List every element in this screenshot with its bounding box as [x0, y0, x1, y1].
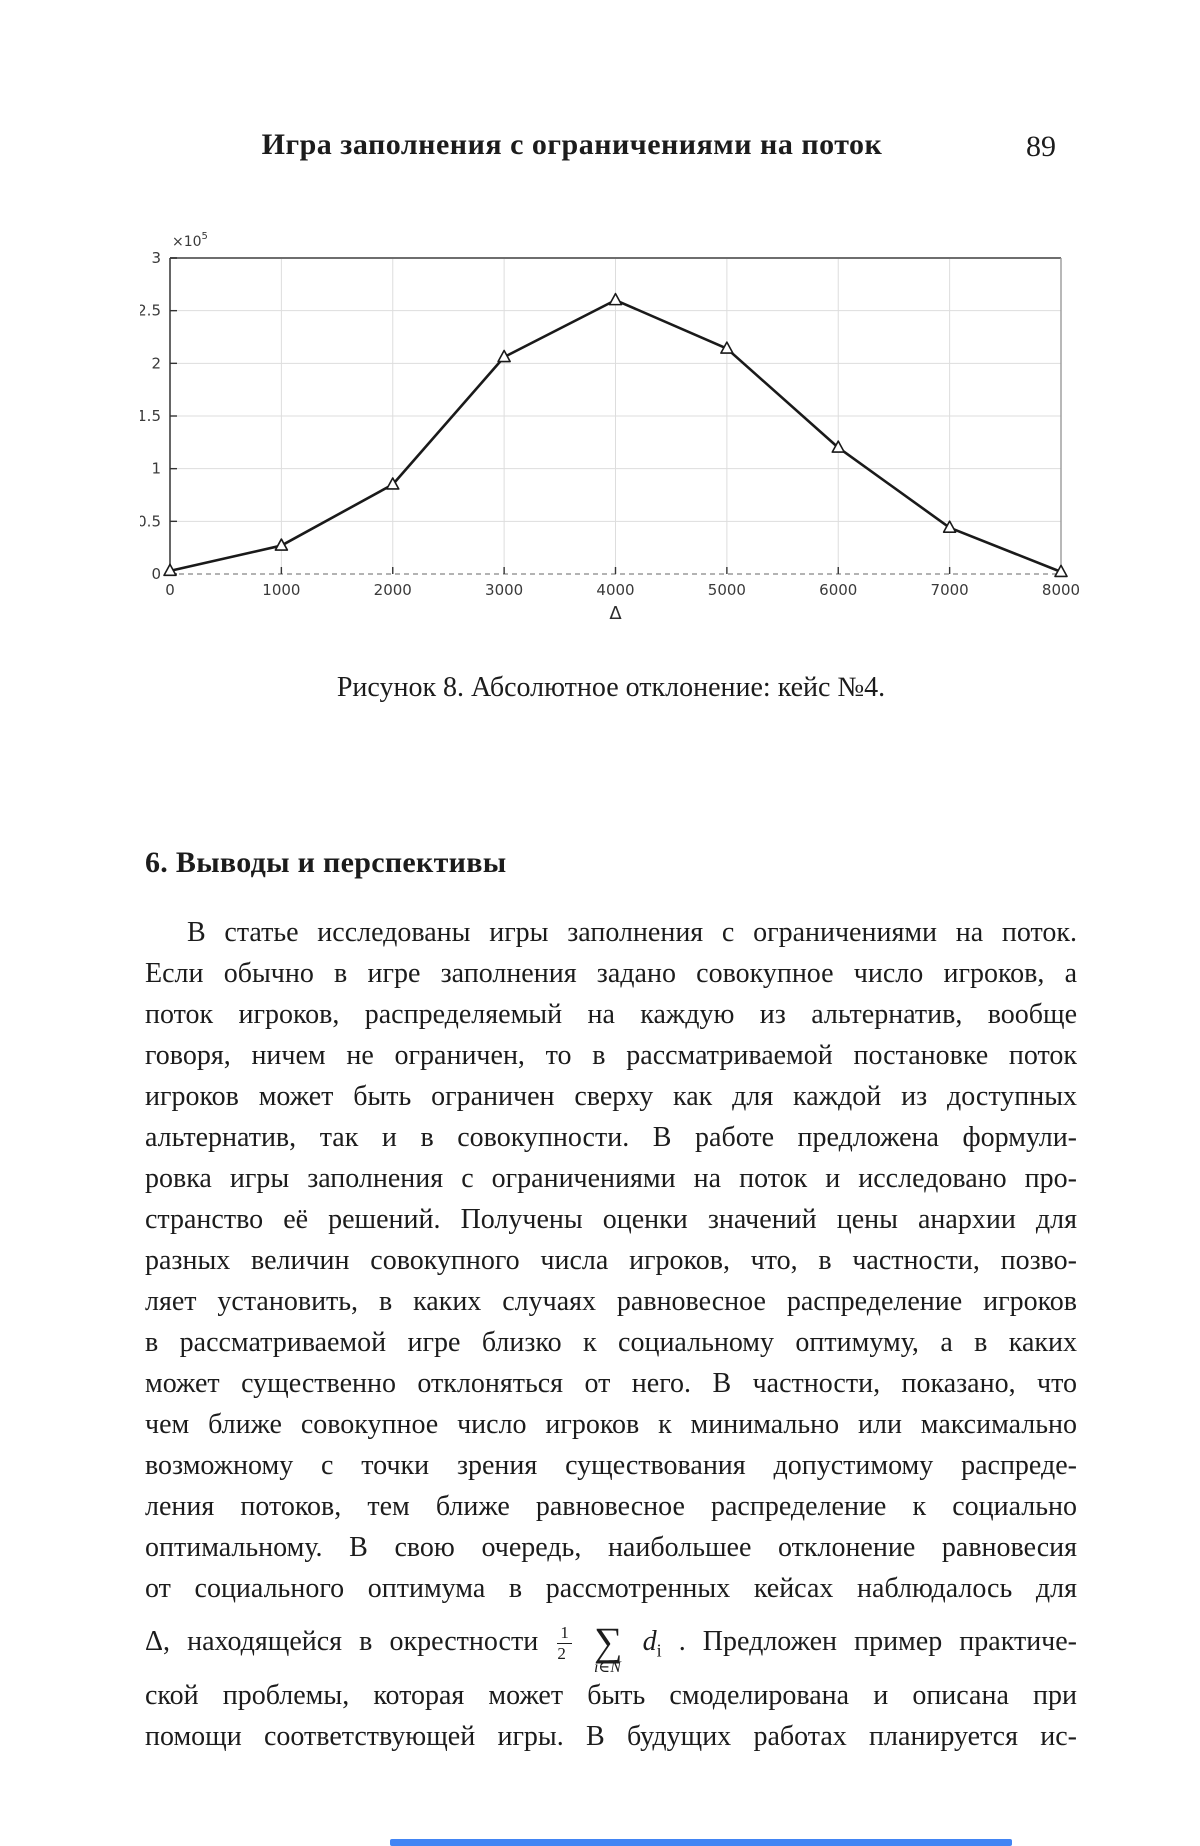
figure-caption: Рисунок 8. Абсолютное отклонение: кейс №…	[145, 672, 1077, 704]
term-base: d	[643, 1626, 657, 1657]
formula-term: di	[643, 1626, 662, 1657]
body-lines-before-formula: В статье исследованы игры заполнения с о…	[145, 912, 1077, 1609]
y-tick-label: 1	[151, 460, 161, 478]
x-tick-label: 6000	[819, 581, 857, 599]
x-tick-label: 8000	[1042, 581, 1080, 599]
body-text-line: говоря, ничем не ограничен, то в рассмат…	[145, 1035, 1077, 1076]
x-tick-label: 2000	[374, 581, 412, 599]
body-text-line: игроков может быть ограничен сверху как …	[145, 1076, 1077, 1117]
data-point-marker	[944, 521, 956, 532]
data-point-marker	[610, 294, 622, 305]
y-tick-label: 0	[151, 565, 161, 583]
document-page: Игра заполнения с ограничениями на поток…	[0, 0, 1200, 1846]
body-text-line: чем ближе совокупное число игроков к мин…	[145, 1404, 1077, 1445]
summation-symbol: ∑i∈N	[594, 1625, 623, 1675]
summation-subscript: i∈N	[594, 1659, 623, 1675]
body-text-line: ления потоков, тем ближе равновесное рас…	[145, 1486, 1077, 1527]
x-axis-label: Δ	[609, 603, 622, 624]
x-tick-label: 0	[165, 581, 175, 599]
body-text-line: альтернатив, так и в совокупности. В раб…	[145, 1117, 1077, 1158]
body-text-line: странство её решений. Получены оценки зн…	[145, 1199, 1077, 1240]
y-tick-label: 2	[151, 354, 161, 372]
x-tick-label: 7000	[931, 581, 969, 599]
body-text-line: ляет установить, в каких случаях равнове…	[145, 1281, 1077, 1322]
section-heading: 6. Выводы и перспективы	[145, 846, 506, 880]
body-text-line: от социального оптимума в рассмотренных …	[145, 1568, 1077, 1609]
body-text-line: поток игроков, распределяемый на каждую …	[145, 994, 1077, 1035]
y-tick-label: 0.5	[140, 512, 161, 530]
body-text-line: Если обычно в игре заполнения задано сов…	[145, 953, 1077, 994]
x-tick-label: 4000	[596, 581, 634, 599]
formula-pre-text: Δ, находящейся в окрестности	[145, 1626, 538, 1657]
x-tick-label: 1000	[262, 581, 300, 599]
bottom-scrollbar-thumb[interactable]	[390, 1839, 1012, 1846]
y-axis-multiplier: ×105	[172, 231, 208, 250]
body-text-line: оптимальному. В свою очередь, наибольшее…	[145, 1527, 1077, 1568]
fraction-numerator: 1	[557, 1624, 572, 1644]
term-subscript: i	[657, 1641, 662, 1661]
fraction-denominator: 2	[557, 1644, 572, 1663]
body-text-line: ровка игры заполнения с ограничениями на…	[145, 1158, 1077, 1199]
x-tick-label: 5000	[708, 581, 746, 599]
sigma-glyph: ∑	[594, 1625, 623, 1659]
body-text-line: может существенно отклоняться от него. В…	[145, 1363, 1077, 1404]
body-text-line: возможному с точки зрения существования …	[145, 1445, 1077, 1486]
formula-post-text: . Предложен пример практиче-	[679, 1626, 1077, 1657]
body-text-line: в рассматриваемой игре близко к социальн…	[145, 1322, 1077, 1363]
y-tick-label: 1.5	[140, 407, 161, 425]
body-text-line: разных величин совокупного числа игроков…	[145, 1240, 1077, 1281]
body-lines-after-formula: ской проблемы, которая может быть смодел…	[145, 1675, 1077, 1757]
x-tick-label: 3000	[485, 581, 523, 599]
page-number: 89	[1026, 130, 1056, 164]
body-text-line: помощи соответствующей игры. В будущих р…	[145, 1716, 1077, 1757]
y-tick-label: 3	[151, 249, 161, 267]
line-chart: 0 1000 2000 3000 4000 5000 6000 7000 8000 0 0.5 1 1.…	[140, 205, 1085, 637]
running-title: Игра заполнения с ограничениями на поток	[142, 128, 1002, 162]
y-tick-label: 2.5	[140, 302, 161, 320]
figure-8-chart: 0 1000 2000 3000 4000 5000 6000 7000 8000 0 0.5 1 1.…	[140, 205, 1085, 637]
body-text-line: В статье исследованы игры заполнения с о…	[145, 912, 1077, 953]
body-paragraph: В статье исследованы игры заполнения с о…	[145, 912, 1077, 1757]
fraction-one-half: 12	[557, 1624, 572, 1663]
body-text-line: ской проблемы, которая может быть смодел…	[145, 1675, 1077, 1716]
body-formula-line: Δ, находящейся в окрестности 12 ∑i∈N di …	[145, 1609, 1077, 1675]
